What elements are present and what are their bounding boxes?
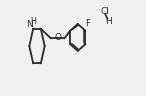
Text: Cl: Cl: [101, 7, 110, 16]
Text: H: H: [105, 17, 112, 26]
Text: N: N: [27, 20, 33, 29]
Text: H: H: [31, 17, 36, 26]
Text: O: O: [54, 33, 61, 42]
Text: F: F: [85, 19, 90, 28]
